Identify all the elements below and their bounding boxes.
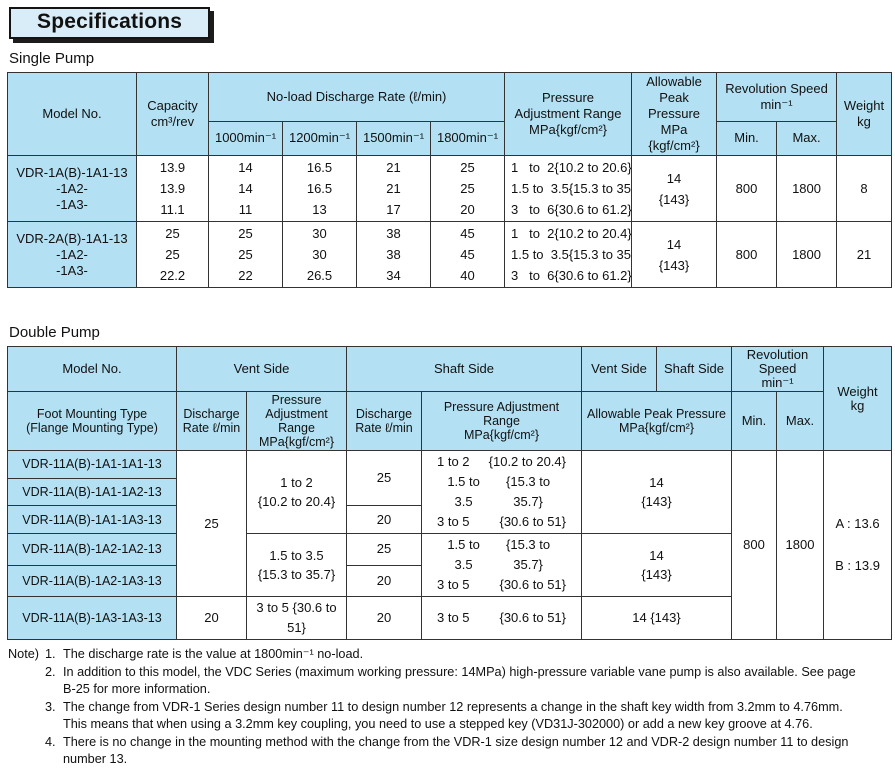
min-speed-cell: 800 — [716, 155, 778, 222]
header-shaft-side-peak: Shaft Side — [656, 346, 732, 392]
header-speed-1800: 1800min⁻¹ — [429, 120, 506, 157]
weight-cell: A : 13.6 B : 13.9 — [823, 450, 893, 640]
note-item-3: 3. The change from VDR-1 Series design n… — [45, 699, 843, 732]
table-row-group-vdr2: VDR-2A(B)-1A1-13 -1A2- -1A3- 25 25 22.2 … — [7, 221, 893, 288]
discharge-1000-cell: 25 25 22 — [208, 221, 283, 288]
note-item-2: 2. In addition to this model, the VDC Se… — [45, 664, 856, 697]
peak-pressure-cell: 14 {143} — [581, 533, 732, 597]
header-speed-1200: 1200min⁻¹ — [282, 120, 357, 157]
header-speed-1000: 1000min⁻¹ — [208, 120, 283, 157]
note-item-4: 4. There is no change in the mounting me… — [45, 734, 849, 767]
header-shaft-pressure: Pressure Adjustment Range MPa{kgf/cm²} — [421, 391, 582, 451]
header-allowable-peak: Allowable Peak Pressure MPa{kgf/cm²} — [581, 391, 732, 451]
model-cell: VDR-11A(B)-1A2-1A3-13 — [7, 564, 177, 597]
shaft-pressure-cell: 3 to 5 {30.6 to 51} — [421, 596, 582, 640]
shaft-pressure-cell: 1 to 2 {10.2 to 20.4} 1.5 to 3.5 {15.3 to … — [421, 450, 582, 534]
pressure-adjustment-cell: 1 to 2 {10.2 to 20.4} 1.5 to 3.5 {15.3 to … — [504, 221, 633, 288]
shaft-discharge-cell: 25 — [346, 533, 422, 566]
single-pump-heading: Single Pump — [9, 50, 95, 67]
notes-section: Note) 1. The discharge rate is the value… — [8, 646, 895, 769]
header-vent-side: Vent Side — [176, 346, 347, 392]
max-speed-cell: 1800 — [776, 221, 838, 288]
shaft-discharge-cell: 20 — [346, 505, 422, 534]
header-weight: Weight kg — [823, 346, 893, 451]
vent-discharge-cell: 25 — [176, 450, 247, 597]
model-cell: VDR-11A(B)-1A1-1A2-13 — [7, 477, 177, 507]
double-pump-heading: Double Pump — [9, 324, 100, 341]
discharge-1500-cell: 21 21 17 — [356, 155, 431, 222]
max-speed-cell: 1800 — [776, 155, 838, 222]
pressure-adjustment-cell: 1 to 2 {10.2 to 20.6} 1.5 to 3.5 {15.3 to … — [504, 155, 633, 222]
model-cell: VDR-1A(B)-1A1-13 -1A2- -1A3- — [7, 155, 137, 222]
header-mounting-type: Foot Mounting Type (Flange Mounting Type… — [7, 391, 177, 451]
header-speed-1500: 1500min⁻¹ — [356, 120, 431, 157]
shaft-discharge-cell: 20 — [346, 564, 422, 597]
vent-discharge-cell: 20 — [176, 596, 247, 640]
shaft-pressure-cell: 1.5 to 3.5 {15.3 to 35.7} 3 to 5 {30.6 to … — [421, 533, 582, 597]
header-vent-side-peak: Vent Side — [581, 346, 657, 392]
min-speed-cell: 800 — [716, 221, 778, 288]
header-shaft-side: Shaft Side — [346, 346, 582, 392]
discharge-1200-cell: 16.5 16.5 13 — [282, 155, 357, 222]
table-row: VDR-11A(B)-1A2-1A2-13 1.5 to 3.5 {15.3 t… — [7, 533, 892, 597]
model-cell: VDR-11A(B)-1A1-1A3-13 — [7, 505, 177, 534]
table-row: VDR-11A(B)-1A3-1A3-13 20 3 to 5 {30.6 to… — [7, 596, 892, 640]
double-pump-table: Model No. Vent Side Shaft Side Vent Side… — [7, 346, 893, 640]
table-row: VDR-11A(B)-1A1-1A2-13 — [7, 477, 892, 507]
header-shaft-discharge: Discharge Rate ℓ/min — [346, 391, 422, 451]
min-speed-cell: 800 — [731, 450, 777, 640]
weight-cell: 21 — [836, 221, 893, 288]
header-vent-pressure: Pressure Adjustment Range MPa{kgf/cm²} — [246, 391, 347, 451]
header-model-no: Model No. — [7, 72, 137, 156]
header-max: Max. — [776, 120, 838, 157]
header-weight: Weight kg — [836, 72, 893, 156]
header-pressure-adjustment: Pressure Adjustment Range MPa{kgf/cm²} — [504, 72, 633, 156]
header-revolution-speed: Revolution Speed min⁻¹ — [730, 346, 825, 392]
header-vent-discharge: Discharge Rate ℓ/min — [176, 391, 247, 451]
header-min: Min. — [716, 120, 778, 157]
header-model-no: Model No. — [7, 346, 177, 392]
peak-pressure-cell: 14 {143} — [581, 596, 732, 640]
table-row: VDR-11A(B)-1A1-1A1-13 25 1 to 2 {10.2 to… — [7, 449, 893, 640]
capacity-cell: 13.9 13.9 11.1 — [136, 155, 209, 222]
vent-pressure-cell: 3 to 5 {30.6 to 51} — [246, 596, 347, 640]
header-max: Max. — [775, 391, 825, 451]
page-title: Specifications — [9, 7, 211, 39]
shaft-discharge-cell: 20 — [346, 596, 422, 640]
discharge-1800-cell: 45 45 40 — [429, 221, 506, 288]
header-min: Min. — [731, 391, 777, 451]
shaft-discharge-cell: 25 — [346, 449, 422, 507]
header-revolution-speed: Revolution Speed min⁻¹ — [716, 72, 838, 122]
discharge-1000-cell: 14 14 11 — [208, 155, 283, 222]
vent-pressure-cell: 1.5 to 3.5 {15.3 to 35.7} — [246, 533, 347, 597]
model-cell: VDR-11A(B)-1A3-1A3-13 — [7, 596, 177, 640]
peak-pressure-cell: 14 {143} — [631, 155, 718, 222]
header-capacity: Capacity cm³/rev — [136, 72, 209, 156]
weight-cell: 8 — [836, 155, 893, 222]
note-item-1: Note) 1. The discharge rate is the value… — [8, 647, 364, 661]
vent-pressure-cell: 1 to 2 {10.2 to 20.4} — [246, 450, 347, 534]
discharge-1800-cell: 25 25 20 — [429, 155, 506, 222]
table-row: VDR-11A(B)-1A1-1A3-13 20 — [7, 505, 892, 534]
peak-pressure-cell: 14 {143} — [631, 221, 718, 288]
discharge-1500-cell: 38 38 34 — [356, 221, 431, 288]
header-allowable-peak: Allowable Peak Pressure MPa {kgf/cm²} — [631, 72, 718, 156]
model-cell: VDR-11A(B)-1A1-1A1-13 — [7, 450, 177, 479]
model-cell: VDR-11A(B)-1A2-1A2-13 — [7, 533, 177, 566]
header-no-load-discharge: No-load Discharge Rate (ℓ/min) — [207, 72, 506, 122]
capacity-cell: 25 25 22.2 — [136, 221, 209, 288]
discharge-1200-cell: 30 30 26.5 — [282, 221, 357, 288]
peak-pressure-cell: 14 {143} — [581, 450, 732, 534]
table-row-group-vdr1: VDR-1A(B)-1A1-13 -1A2- -1A3- 13.9 13.9 1… — [7, 155, 893, 222]
max-speed-cell: 1800 — [775, 450, 825, 640]
model-cell: VDR-2A(B)-1A1-13 -1A2- -1A3- — [7, 221, 137, 288]
single-pump-table: Model No. Capacity cm³/rev No-load Disch… — [7, 72, 893, 288]
